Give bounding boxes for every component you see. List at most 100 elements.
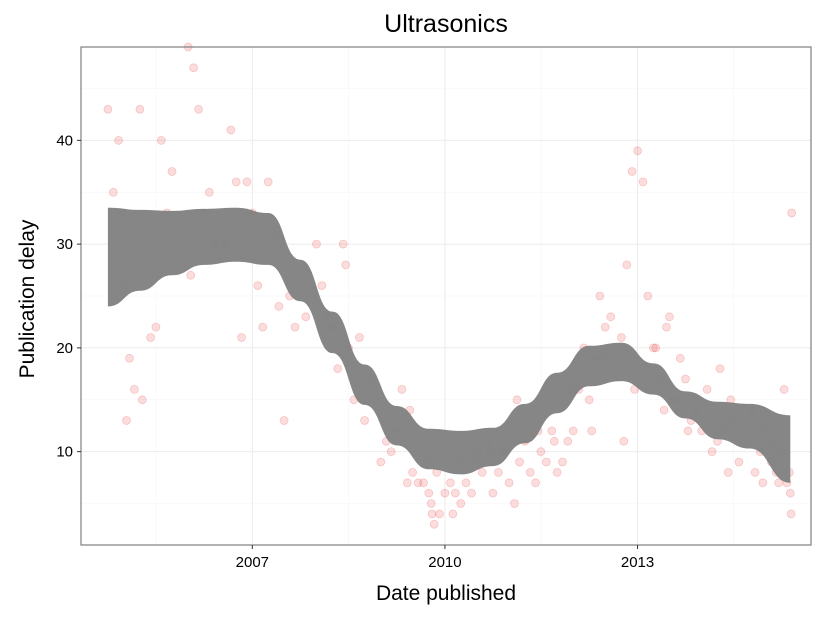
data-point [189, 63, 199, 73]
data-point [386, 447, 396, 457]
data-point [515, 457, 524, 467]
panel-border [80, 46, 812, 546]
minor-gridlines [81, 47, 811, 545]
data-point [477, 467, 487, 477]
data-point [504, 478, 514, 488]
data-point [258, 322, 268, 332]
data-point [649, 343, 658, 353]
data-point [146, 333, 156, 342]
data-point [402, 478, 412, 488]
data-point [456, 499, 466, 508]
data-point [237, 333, 247, 342]
data-point [659, 405, 669, 415]
data-point [435, 509, 444, 519]
x-tick-label: 2010 [428, 554, 461, 571]
data-point [376, 457, 386, 467]
y-axis-ticks: 10 20 30 40 [56, 132, 81, 461]
data-point [151, 322, 161, 332]
data-point [675, 353, 685, 363]
y-tick-label: 40 [56, 132, 73, 149]
data-point [547, 426, 557, 436]
data-point [312, 239, 321, 249]
data-point [651, 343, 661, 353]
data-point [536, 447, 546, 457]
smooth-confidence-band [107, 207, 791, 483]
y-tick-label: 20 [56, 340, 73, 357]
x-axis-label: Date published [376, 582, 516, 605]
data-point [242, 177, 252, 187]
data-point [231, 177, 241, 187]
data-point [125, 353, 134, 363]
data-point [750, 467, 760, 477]
data-point [419, 478, 428, 488]
data-point [129, 384, 139, 394]
data-point [552, 467, 562, 477]
data-point [103, 104, 113, 114]
data-point [774, 478, 784, 488]
data-point [114, 135, 123, 145]
data-point [397, 384, 407, 394]
data-point [568, 426, 578, 436]
y-axis-label: Publication delay [16, 219, 39, 378]
data-point [333, 364, 343, 374]
data-point [606, 312, 616, 322]
data-point [758, 478, 768, 488]
data-point [408, 467, 418, 477]
data-point [461, 478, 471, 488]
data-point [137, 395, 147, 405]
data-point [683, 426, 693, 436]
data-point [584, 395, 594, 405]
data-point [787, 208, 797, 218]
data-point [253, 281, 263, 291]
data-point [413, 478, 423, 488]
data-point [512, 395, 522, 405]
data-point [617, 333, 626, 342]
data-point [622, 260, 632, 270]
data-point [360, 416, 370, 425]
data-point [779, 384, 789, 394]
data-point [633, 146, 642, 156]
data-point [135, 104, 145, 114]
data-point [108, 187, 118, 197]
data-point [427, 509, 437, 519]
data-point [493, 467, 503, 477]
data-point [204, 187, 214, 197]
data-point [450, 488, 460, 498]
data-point [279, 416, 289, 425]
data-point [445, 478, 455, 488]
data-point [665, 312, 674, 322]
data-point [786, 509, 796, 519]
data-point [448, 509, 458, 519]
data-point [274, 301, 284, 311]
data-point [558, 457, 567, 467]
data-point [619, 436, 629, 446]
plot-panel [80, 42, 812, 546]
data-point [707, 447, 717, 457]
data-point [440, 488, 450, 498]
data-point [488, 488, 498, 498]
data-point [643, 291, 653, 301]
data-point [715, 364, 725, 374]
data-point [662, 322, 671, 332]
data-point [156, 135, 166, 145]
data-point [510, 499, 519, 508]
data-point [541, 457, 551, 467]
data-point [424, 488, 434, 498]
data-point [429, 519, 439, 529]
data-point [638, 177, 648, 187]
data-point [426, 499, 436, 508]
data-point [681, 374, 690, 384]
data-point [338, 239, 348, 249]
data-point [226, 125, 236, 135]
data-point [525, 467, 535, 477]
data-point [723, 467, 733, 477]
data-point [122, 416, 131, 425]
data-point [341, 260, 351, 270]
data-point [563, 436, 573, 446]
data-point [301, 312, 311, 322]
data-point [734, 457, 744, 467]
x-tick-label: 2007 [236, 554, 269, 571]
data-point [531, 478, 540, 488]
data-point [627, 167, 637, 176]
